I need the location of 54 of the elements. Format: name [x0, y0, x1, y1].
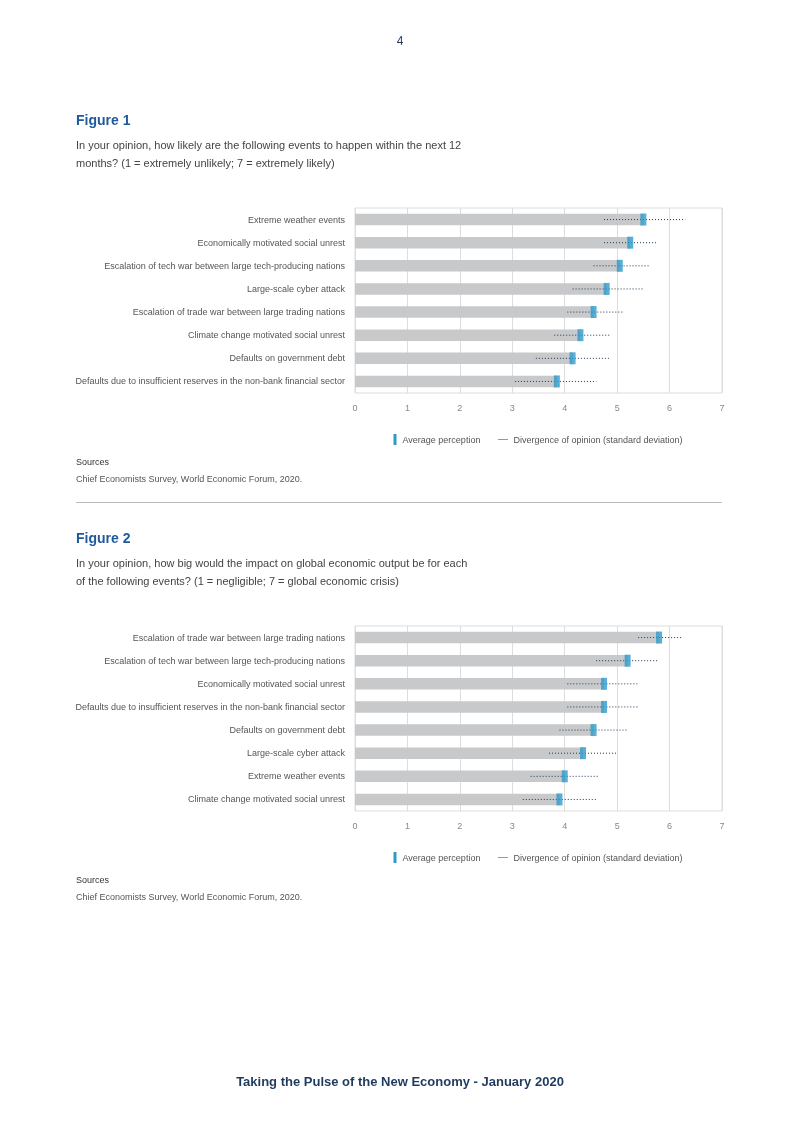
x-tick-label: 4: [562, 402, 568, 413]
y-tick-label: Climate change motivated social unrest: [187, 794, 346, 805]
y-tick-label: Extreme weather events: [247, 771, 346, 782]
y-tick-label: Defaults due to insufficient reserves in the non-bank financial sector: [75, 376, 345, 387]
bar: [355, 260, 620, 272]
bar: [355, 724, 594, 736]
legend-label: Average perception: [402, 852, 481, 863]
x-tick-label: 1: [404, 820, 410, 831]
bar: [355, 770, 565, 783]
x-tick-label: 5: [614, 820, 620, 831]
y-tick-label: Extreme weather events: [247, 214, 346, 225]
x-tick-label: 2: [457, 820, 463, 831]
x-tick-label: 5: [614, 402, 620, 413]
y-tick-label: Economically motivated social unrest: [197, 237, 346, 248]
y-tick-label: Climate change motivated social unrest: [187, 330, 346, 341]
chart-subtitle: In your opinion, how big would the impact on global economic output be for each of the following events? (1 = negligible; 7 = global economic crisis): [76, 556, 469, 589]
text: Taking the Pulse of the New Economy - January 2020: [235, 1074, 565, 1089]
text: Chief Economists Survey, World Economic Forum, 2020.: [76, 892, 303, 902]
x-tick-label: 6: [667, 820, 673, 831]
text: 4: [395, 34, 405, 48]
text: Sources: [76, 875, 110, 885]
text: Divergence of opinion (standard deviation): [513, 434, 683, 445]
x-tick-label: 0: [352, 402, 358, 413]
y-tick-label: Defaults on government debt: [229, 725, 346, 736]
y-tick-label: Escalation of tech war between large tech-producing nations: [104, 655, 346, 666]
x-tick-label: 7: [719, 820, 725, 831]
bar: [355, 306, 594, 318]
x-tick-label: 3: [509, 402, 515, 413]
x-tick-label: 0: [352, 820, 358, 831]
y-tick-label: Escalation of tech war between large tech-producing nations: [104, 260, 346, 271]
text: Divergence of opinion (standard deviation): [513, 852, 683, 863]
x-tick-label: 6: [667, 402, 673, 413]
x-tick-label: 2: [457, 402, 463, 413]
y-tick-label: Economically motivated social unrest: [197, 678, 346, 689]
bar: [355, 352, 573, 365]
text: Chief Economists Survey, World Economic Forum, 2020.: [76, 474, 303, 484]
text: Figure 2: [76, 530, 131, 546]
y-tick-label: Large-scale cyber attack: [246, 748, 346, 759]
text: Sources: [76, 457, 110, 467]
y-tick-label: Escalation of trade war between large trading nations: [132, 307, 346, 318]
x-tick-label: 7: [719, 402, 725, 413]
bar: [355, 283, 607, 295]
x-tick-label: 4: [562, 820, 568, 831]
y-tick-label: Defaults on government debt: [229, 353, 346, 364]
y-tick-label: Escalation of trade war between large trading nations: [132, 632, 346, 643]
legend-label: Average perception: [402, 434, 481, 445]
text: Figure 1: [76, 112, 131, 128]
x-tick-label: 1: [404, 402, 410, 413]
y-tick-label: Large-scale cyber attack: [246, 283, 346, 294]
bar: [355, 654, 628, 667]
y-tick-label: Defaults due to insufficient reserves in the non-bank financial sector: [75, 701, 345, 712]
chart-subtitle: In your opinion, how likely are the following events to happen within the next 12 months? (1 = extremely unlikely; 7 = extremely likely): [76, 138, 463, 171]
bar: [355, 375, 557, 388]
x-tick-label: 3: [509, 820, 515, 831]
